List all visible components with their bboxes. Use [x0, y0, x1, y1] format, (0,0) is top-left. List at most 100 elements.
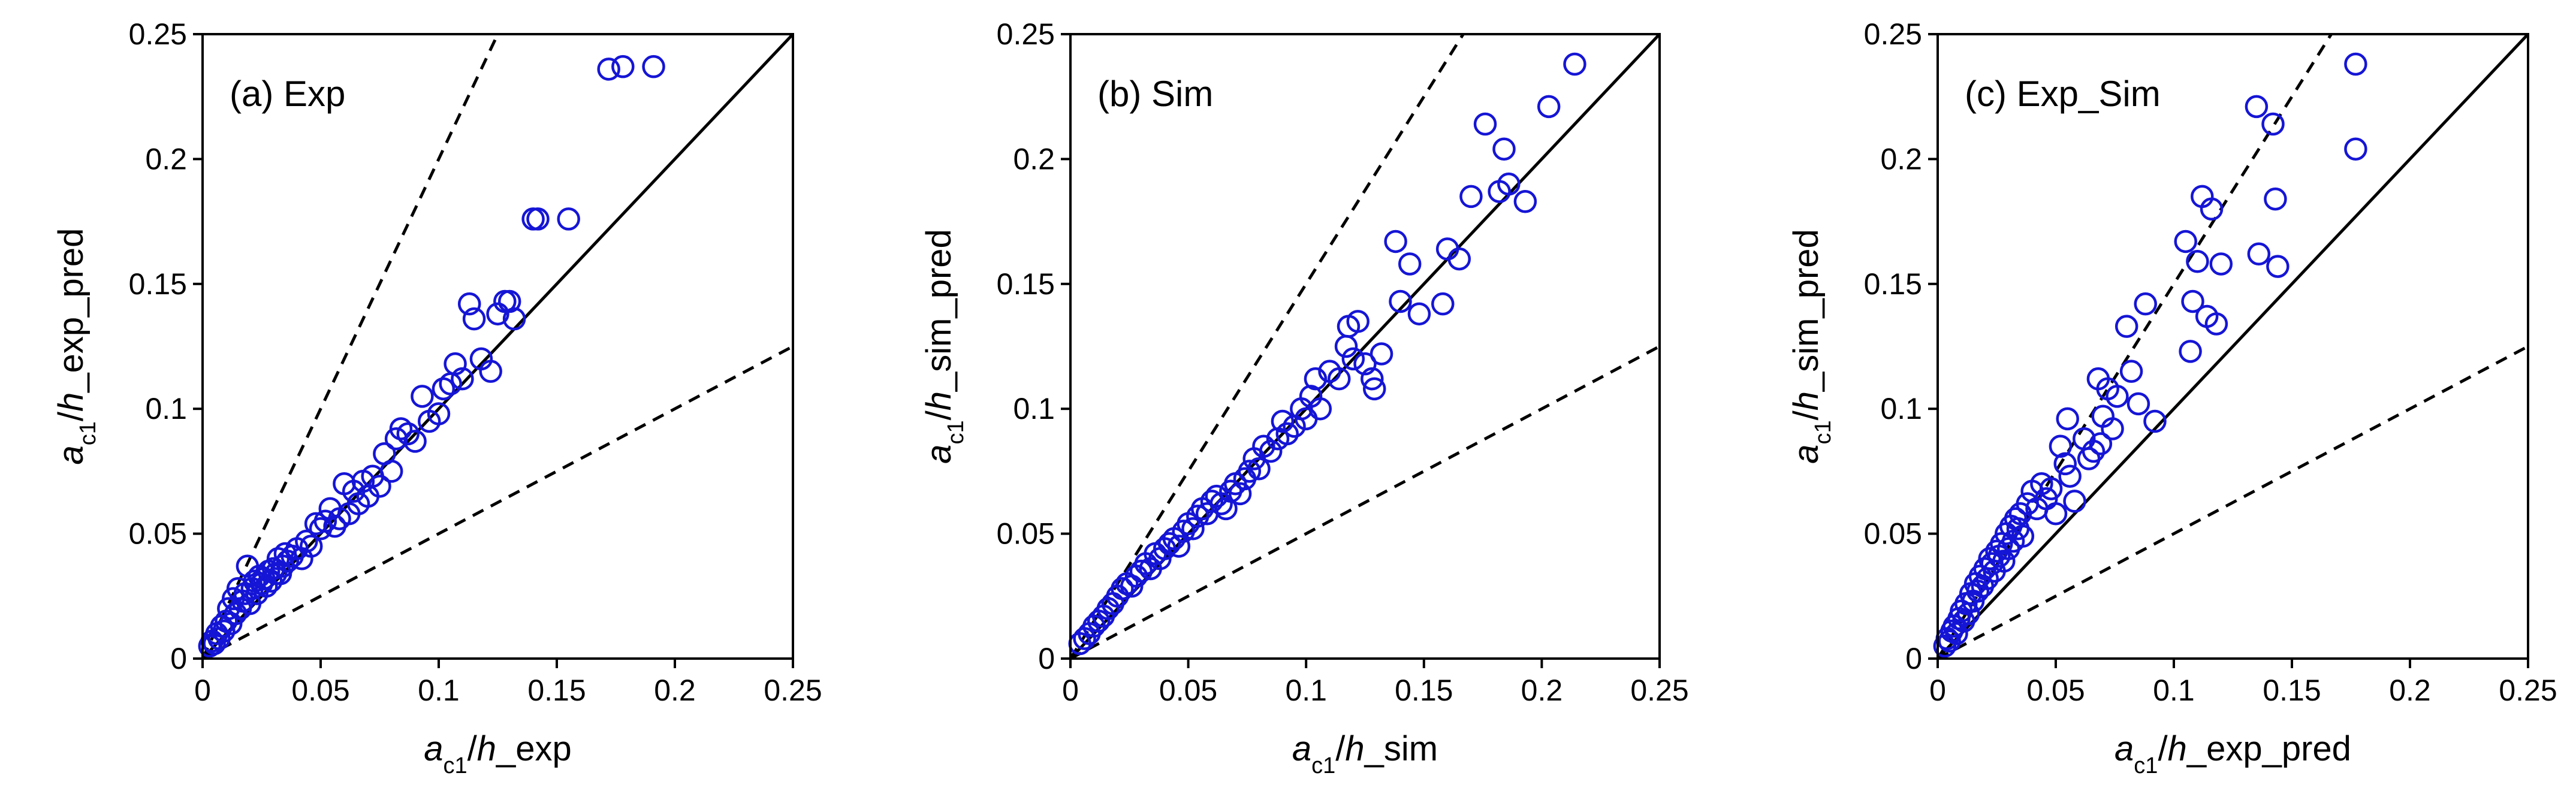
panel-b-y-label-subscript: c1	[943, 420, 969, 444]
panel-c-y-label-slash: /	[1787, 410, 1826, 420]
panel-b-dashed-bound-line-upper	[1070, 34, 1465, 659]
panel-a-y-tick-label: 0.15	[129, 267, 187, 301]
panel-c-dashed-bound-line-lower	[1938, 345, 2528, 659]
panel-c-data-point	[2245, 95, 2269, 119]
panel-c-data-point	[2119, 360, 2143, 383]
panel-a-data-point	[502, 307, 526, 331]
panel-b-y-label-var-a: a	[919, 445, 958, 464]
panel-b-data-point	[1200, 490, 1224, 513]
panel-b-data-point	[1473, 112, 1497, 136]
panel-b-data-point	[1407, 302, 1431, 326]
panel-a-dashed-bound-line-upper	[203, 34, 499, 659]
panel-b-data-point	[1308, 397, 1332, 421]
panel-b-data-point	[1346, 310, 1370, 333]
panel-b-x-axis-label: ac1/h_sim	[1292, 729, 1438, 778]
panel-a-identity-line	[203, 34, 793, 659]
panel-c-data-point	[2101, 417, 2124, 440]
panel-a-x-label-suffix: _exp	[496, 729, 572, 768]
panel-a-data-point	[368, 475, 391, 498]
panel-a-data-point	[557, 207, 580, 231]
panel-a-y-tick-label: 0.1	[145, 392, 187, 425]
panel-c-data-point	[2200, 197, 2224, 221]
panel-b-data-point	[1304, 367, 1328, 391]
panel-c-data-point	[2082, 439, 2106, 463]
panel-b-data-point	[1341, 347, 1365, 371]
panel-b-title: (b) Sim	[1097, 74, 1213, 114]
panel-b-data-point	[1362, 377, 1386, 401]
panel-a-data-point	[457, 292, 481, 316]
panel-c-y-axis-label: ac1/h_sim_pred	[1787, 229, 1836, 464]
panel-a-y-label-subscript: c1	[76, 421, 101, 445]
panel-b-data-point	[1361, 367, 1384, 391]
panel-a-data-point	[462, 307, 486, 331]
panel-c-data-point	[2344, 137, 2367, 161]
panel-c-data-point	[2264, 187, 2287, 211]
panel-c-y-tick-label: 0.05	[1864, 517, 1922, 551]
panel-a-x-tick-label: 0.15	[527, 674, 586, 707]
panel-a-data-point	[497, 289, 521, 313]
panel-c-data-point	[2247, 242, 2271, 266]
panel-b-y-tick-label: 0.1	[1013, 392, 1055, 425]
panel-a-dashed-bound-line-lower	[203, 345, 793, 659]
panel-b-x-label-suffix: _sim	[1364, 729, 1438, 768]
panel-b-x-tick-label: 0.05	[1159, 674, 1217, 707]
panel-c-y-tick-label: 0.15	[1864, 267, 1922, 301]
panel-a-data-point	[427, 402, 451, 425]
panel-b-data-point	[1327, 367, 1351, 391]
panel-b-x-tick-label: 0.1	[1285, 674, 1327, 707]
panel-b-data-point	[1181, 517, 1205, 541]
panel-b-data-point	[1111, 577, 1134, 600]
panel-c-y-tick-label: 0	[1905, 642, 1922, 675]
panel-c-x-axis-label: ac1/h_exp_pred	[2115, 729, 2351, 778]
panel-b-axes-frame	[1069, 33, 1661, 660]
panel-b-y-tick-label: 0.05	[997, 517, 1055, 551]
panel-a-data-point	[479, 360, 502, 383]
panel-c-y-tick-label: 0.1	[1880, 392, 1922, 425]
panel-b-data-point	[1228, 482, 1252, 506]
panel-a-data-point	[444, 352, 467, 376]
panel-b-data-point	[1447, 247, 1471, 271]
panel-b-data-point	[1431, 292, 1455, 316]
panel-b-data-point	[1214, 497, 1238, 521]
panel-c-data-point	[2053, 452, 2077, 476]
panel-a-data-point	[526, 207, 550, 231]
panel-a-data-point	[642, 55, 665, 79]
panel-a-y-tick-label: 0	[170, 642, 187, 675]
panel-b-x-tick-label: 0.25	[1630, 674, 1688, 707]
panel-b-data-point	[1492, 137, 1516, 161]
panel-a-y-tick-label: 0.05	[129, 517, 187, 551]
panel-b-data-point	[1353, 352, 1377, 376]
panel-c-x-tick-label: 0.05	[2026, 674, 2085, 707]
panel-b-data-point	[1247, 457, 1271, 481]
panel-c-data-point	[2186, 250, 2209, 273]
panel-a-x-label-var-a: a	[424, 729, 443, 768]
panel-b-x-label-var-a: a	[1292, 729, 1311, 768]
panel-c-x-label-var-a: a	[2115, 729, 2134, 768]
panel-c-x-tick-label: 0.25	[2499, 674, 2557, 707]
panel-b-data-point	[1563, 52, 1586, 76]
panel-c-data-point	[2115, 315, 2138, 338]
panel-b-y-label-var-h: h	[919, 391, 958, 410]
panel-b-data-point	[1537, 95, 1561, 119]
panel-c-identity-line	[1938, 34, 2528, 659]
panel-b-dashed-bound-line-lower	[1070, 345, 1660, 659]
panel-c-data-point	[2344, 52, 2367, 76]
panel-a-data-point	[212, 619, 236, 643]
panel-c-title: (c) Exp_Sim	[1965, 74, 2161, 114]
panel-a-x-label-subscript: c1	[443, 753, 467, 778]
panel-a-y-tick-label: 0.2	[145, 142, 187, 176]
panel-a-title: (a) Exp	[230, 74, 345, 114]
panel-a-y-axis-label: ac1/h_exp_pred	[52, 228, 101, 465]
panel-b-data-point	[1497, 172, 1521, 196]
panel-c-data-point	[2049, 434, 2073, 458]
panel-a-y-label-var-a: a	[52, 445, 91, 464]
panel-c-y-label-var-a: a	[1787, 445, 1826, 464]
panel-b-x-label-slash: /	[1335, 729, 1346, 768]
panel-c-data-point	[2174, 230, 2197, 253]
panel-a-data-point	[451, 367, 474, 391]
panel-c-y-label-var-h: h	[1787, 391, 1826, 410]
panel-b-data-point	[1259, 439, 1283, 463]
panel-c-x-tick-label: 0.15	[2263, 674, 2321, 707]
panel-b-data-point	[1389, 289, 1412, 313]
